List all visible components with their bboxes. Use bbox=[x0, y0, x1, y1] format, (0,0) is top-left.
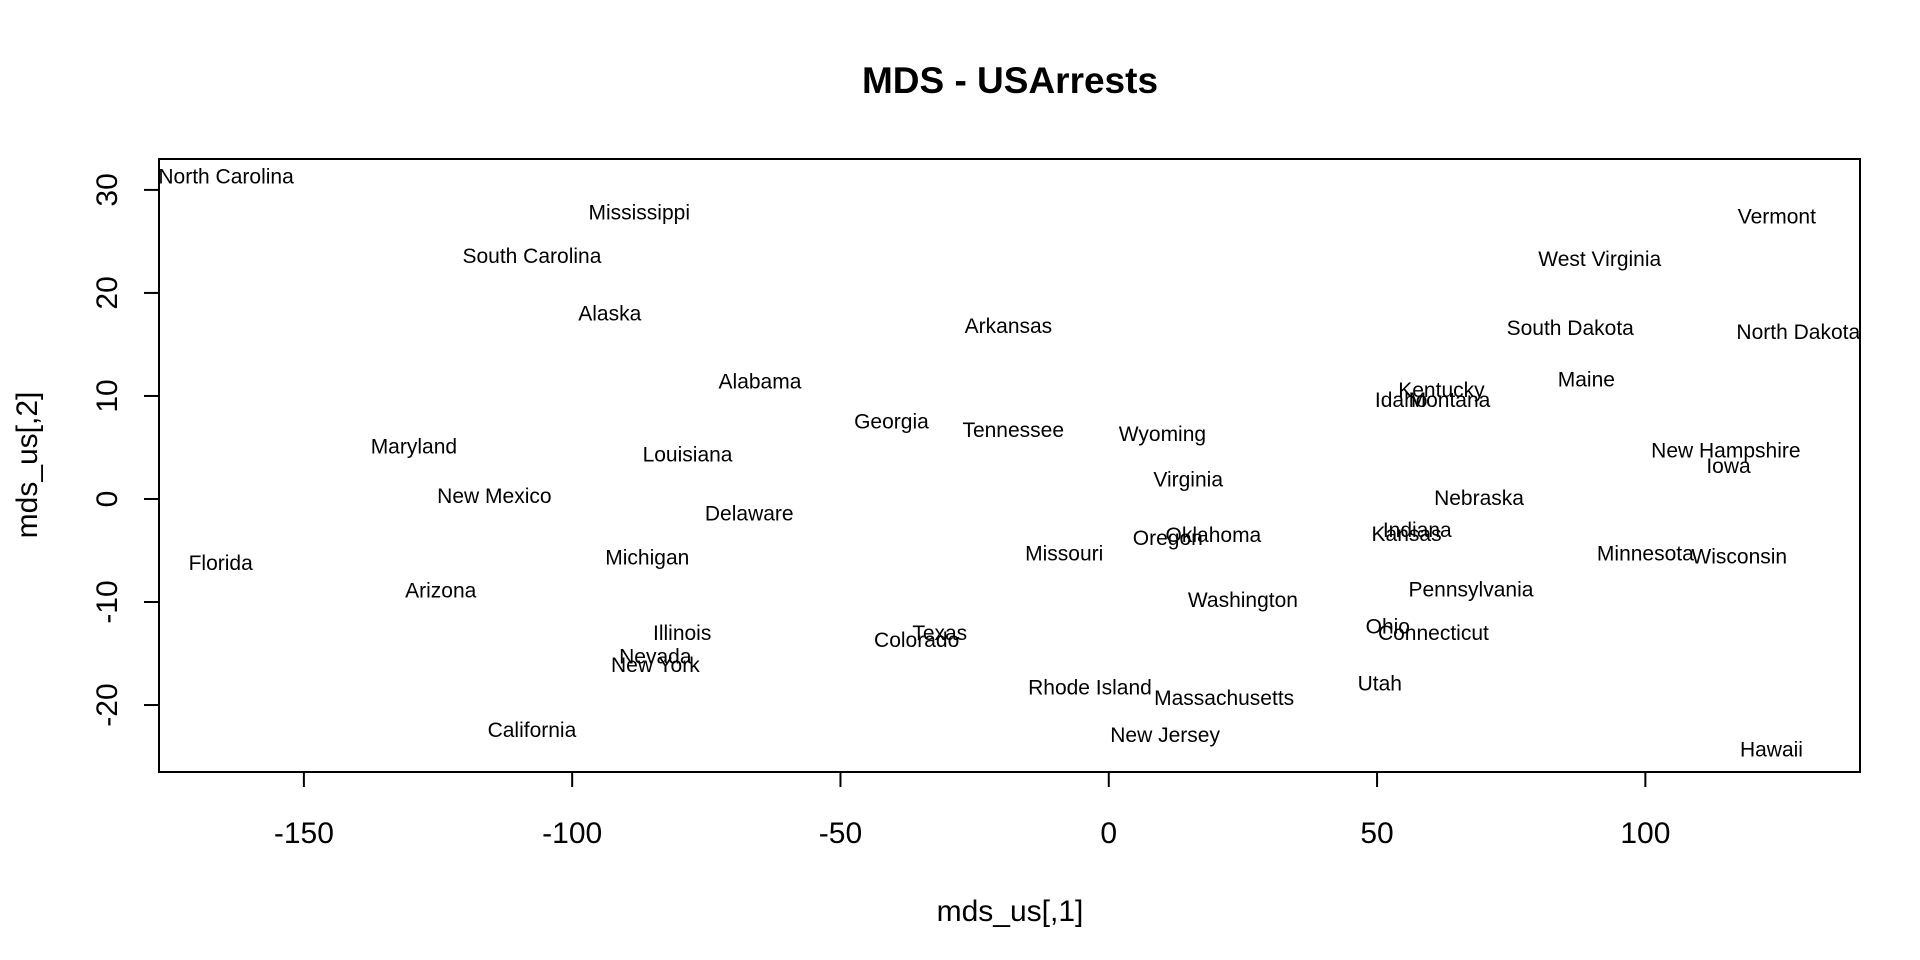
y-tick-label: -10 bbox=[91, 580, 124, 623]
point-label: California bbox=[488, 719, 577, 742]
point-label: Oregon bbox=[1133, 527, 1203, 550]
point-label: Nebraska bbox=[1434, 487, 1524, 510]
point-label: Idaho bbox=[1375, 389, 1428, 412]
point-label: Kansas bbox=[1372, 523, 1442, 546]
point-label: Florida bbox=[189, 552, 254, 575]
point-label: Illinois bbox=[653, 622, 711, 645]
point-label: New Hampshire bbox=[1651, 440, 1800, 463]
point-label: Arizona bbox=[405, 580, 477, 603]
point-label: Rhode Island bbox=[1028, 677, 1152, 700]
x-tick-label: -150 bbox=[274, 817, 334, 850]
point-label: Michigan bbox=[605, 547, 689, 570]
point-label: North Carolina bbox=[158, 166, 294, 189]
point-label: New Mexico bbox=[437, 485, 551, 508]
point-label: Alaska bbox=[578, 303, 641, 326]
point-label: South Dakota bbox=[1507, 317, 1635, 340]
point-label: Hawaii bbox=[1740, 738, 1803, 761]
point-label: Wisconsin bbox=[1691, 546, 1787, 569]
point-label: West Virginia bbox=[1538, 248, 1661, 271]
point-label: Utah bbox=[1358, 672, 1402, 695]
point-label: South Carolina bbox=[462, 245, 601, 268]
y-axis-title: mds_us[,2] bbox=[11, 392, 44, 539]
point-label: Connecticut bbox=[1378, 622, 1489, 645]
point-label: Ohio bbox=[1366, 616, 1410, 639]
point-label: North Dakota bbox=[1736, 321, 1860, 344]
point-label: Kentucky bbox=[1398, 379, 1485, 402]
point-label: Colorado bbox=[874, 629, 959, 652]
point-labels: Alabama Alaska Arizona Arkansas California Co… bbox=[158, 166, 1860, 762]
point-label: Nevada bbox=[619, 646, 692, 669]
point-label: Minnesota bbox=[1597, 543, 1694, 566]
point-label: Arkansas bbox=[965, 315, 1053, 338]
point-label: Iowa bbox=[1706, 455, 1751, 478]
point-label: Washington bbox=[1188, 589, 1298, 612]
point-label: Delaware bbox=[705, 502, 794, 525]
point-label: Massachusetts bbox=[1154, 687, 1294, 710]
x-tick-label: -50 bbox=[819, 817, 862, 850]
x-tick-label: 50 bbox=[1360, 817, 1393, 850]
point-label: Alabama bbox=[719, 371, 802, 394]
x-tick-label: 100 bbox=[1620, 817, 1670, 850]
point-label: Maryland bbox=[371, 435, 457, 458]
point-label: Pennsylvania bbox=[1409, 579, 1534, 602]
point-label: Louisiana bbox=[643, 444, 733, 467]
point-label: Tennessee bbox=[962, 419, 1064, 442]
x-tick-label: 0 bbox=[1100, 817, 1117, 850]
point-label: Oklahoma bbox=[1166, 524, 1262, 547]
point-label: Georgia bbox=[854, 411, 929, 434]
point-label: Missouri bbox=[1025, 543, 1103, 566]
point-label: Virginia bbox=[1153, 468, 1223, 491]
x-axis-title: mds_us[,1] bbox=[937, 895, 1084, 928]
x-axis: -150 -100 -50 0 50 100 bbox=[274, 771, 1670, 850]
point-label: Wyoming bbox=[1119, 423, 1206, 446]
point-label: Indiana bbox=[1383, 519, 1452, 542]
y-tick-label: 20 bbox=[91, 276, 124, 309]
y-tick-label: -20 bbox=[91, 683, 124, 726]
point-label: Mississippi bbox=[588, 202, 690, 225]
y-axis: -20 -10 0 10 20 30 bbox=[91, 173, 160, 727]
y-tick-label: 0 bbox=[91, 491, 124, 508]
point-label: New Jersey bbox=[1110, 724, 1220, 747]
x-tick-label: -100 bbox=[542, 817, 602, 850]
chart-title: MDS - USArrests bbox=[862, 60, 1158, 101]
point-label: Maine bbox=[1558, 368, 1615, 391]
y-tick-label: 30 bbox=[91, 173, 124, 206]
point-label: Vermont bbox=[1738, 206, 1816, 229]
point-label: Texas bbox=[912, 622, 967, 645]
point-label: Montana bbox=[1409, 389, 1491, 412]
y-tick-label: 10 bbox=[91, 379, 124, 412]
point-label: New York bbox=[611, 654, 700, 677]
